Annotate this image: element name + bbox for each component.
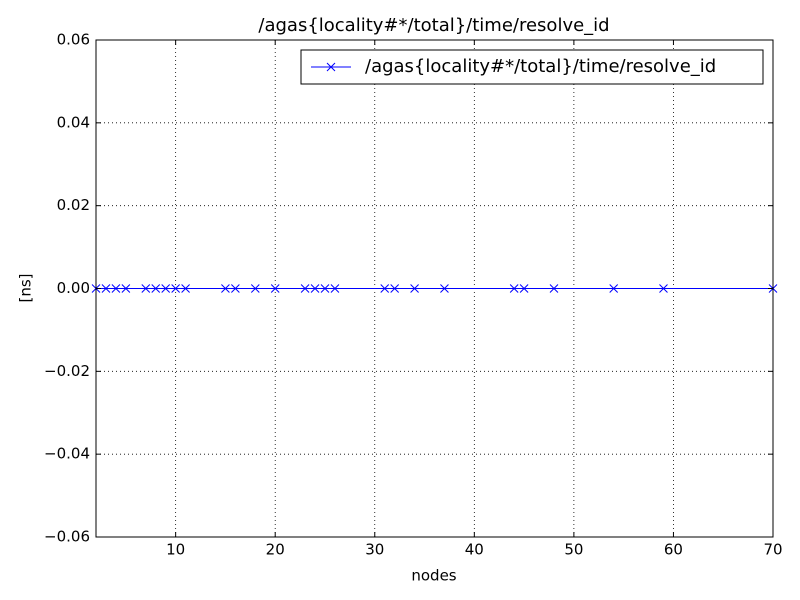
marker (101, 284, 111, 293)
marker (659, 284, 668, 293)
y-tick-label: 0.04 (57, 113, 90, 131)
x-tick-label: 50 (564, 541, 583, 559)
y-tick-label: −0.06 (44, 528, 90, 546)
marker (519, 284, 529, 293)
marker (320, 284, 330, 293)
x-tick-label: 60 (664, 541, 683, 559)
marker (221, 284, 230, 293)
marker (380, 284, 390, 293)
legend-box (300, 49, 764, 85)
x-tick-label: 20 (266, 541, 285, 559)
marker (609, 284, 619, 293)
marker (161, 284, 171, 293)
x-tick-label: 10 (166, 541, 185, 559)
y-tick-label: 0.06 (57, 31, 90, 49)
marker (509, 284, 519, 293)
y-tick-label: 0.02 (57, 196, 90, 214)
x-tick-label: 70 (763, 541, 782, 559)
marker (121, 284, 131, 293)
marker (410, 284, 419, 293)
legend-label: /agas{locality#*/total}/time/resolve_id (365, 56, 716, 77)
marker (300, 284, 310, 293)
marker (231, 284, 240, 293)
marker (330, 284, 340, 293)
x-tick-label: 40 (465, 541, 484, 559)
marker (151, 284, 161, 293)
marker (111, 284, 121, 293)
marker (270, 284, 280, 293)
marker (440, 284, 449, 293)
marker (171, 284, 181, 293)
y-axis-label: [ns] (17, 273, 35, 302)
y-tick-label: 0.00 (57, 279, 90, 297)
marker (250, 284, 260, 293)
x-tick-label: 30 (365, 541, 384, 559)
marker (141, 284, 151, 293)
legend-marker (326, 62, 336, 72)
y-tick-label: −0.04 (44, 445, 90, 463)
y-tick-label: −0.02 (44, 362, 90, 380)
marker (310, 284, 320, 293)
marker (549, 284, 559, 293)
chart-title: /agas{locality#*/total}/time/resolve_id (258, 15, 609, 36)
marker (390, 284, 400, 293)
marker (181, 284, 190, 293)
x-axis-label: nodes (411, 567, 456, 585)
